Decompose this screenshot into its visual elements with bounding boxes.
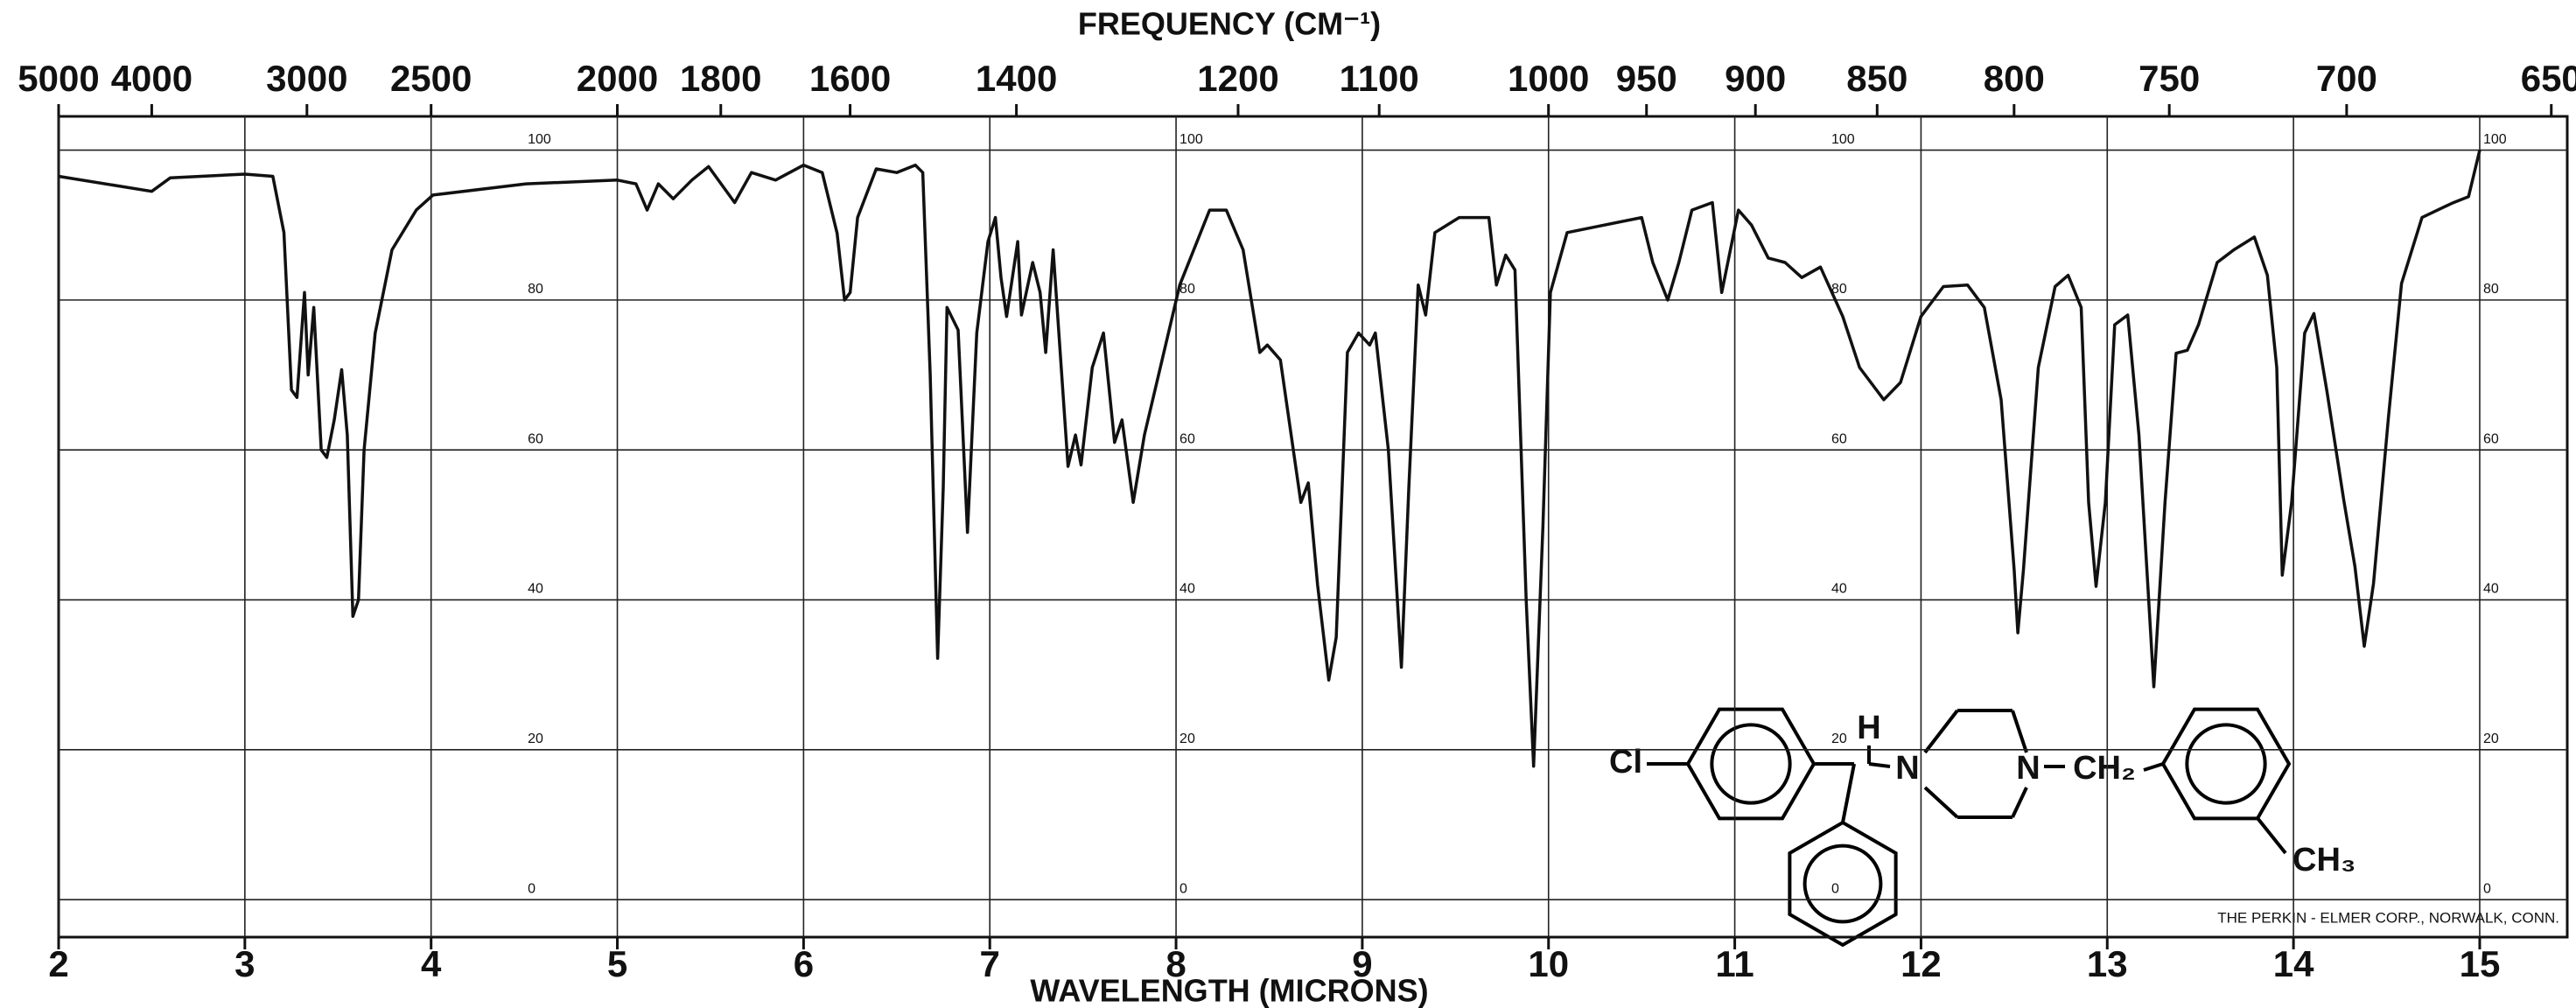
x2-tick-label: 900 <box>1725 58 1786 99</box>
x2-tick-label: 1800 <box>680 58 761 99</box>
y-tick-label: 20 <box>1831 732 1847 746</box>
x2-tick-label: 4000 <box>111 58 192 99</box>
x-tick-label: 14 <box>2273 943 2314 984</box>
atom-label: H <box>1857 710 1880 746</box>
x-tick-label: 9 <box>1352 943 1372 984</box>
atom-label: CH₂ <box>2073 750 2136 787</box>
x-tick-label: 3 <box>234 943 255 984</box>
x-axis-label: WAVELENGTH (MICRONS) <box>1030 973 1428 1008</box>
x2-tick-label: 950 <box>1616 58 1677 99</box>
x-tick-label: 2 <box>48 943 68 984</box>
y-tick-label: 0 <box>528 881 536 896</box>
ring-inner <box>1802 844 1883 924</box>
x-tick-label: 10 <box>1528 943 1569 984</box>
bond <box>2256 816 2287 855</box>
x-tick-label: 5 <box>607 943 627 984</box>
credit: THE PERKIN - ELMER CORP., NORWALK, CONN. <box>2217 909 2559 926</box>
ring-inner <box>2185 723 2267 805</box>
atom-label: N <box>2016 750 2040 787</box>
y-tick-label: 0 <box>2483 881 2491 896</box>
x2-tick-label: 650 <box>2521 58 2576 99</box>
y-tick-label: 0 <box>1831 881 1839 896</box>
y-tick-label: 60 <box>2483 431 2499 446</box>
x2-tick-label: 2000 <box>577 58 658 99</box>
x-tick-label: 13 <box>2087 943 2128 984</box>
y-tick-label: 0 <box>1180 881 1187 896</box>
x2-tick-label: 1400 <box>976 58 1057 99</box>
y-tick-label: 100 <box>1180 132 1203 147</box>
x-tick-label: 7 <box>980 943 1000 984</box>
x-tick-label: 6 <box>794 943 814 984</box>
y-tick-label: 80 <box>1831 282 1847 297</box>
y-tick-label: 100 <box>528 132 551 147</box>
ring <box>1788 820 1898 948</box>
y-tick-label: 20 <box>528 732 543 746</box>
y-tick-label: 40 <box>1180 582 1195 597</box>
x2-tick-label: 1000 <box>1508 58 1589 99</box>
bond <box>2011 710 2028 753</box>
x-tick-label: 8 <box>1166 943 1186 984</box>
x2-tick-label: 700 <box>2316 58 2377 99</box>
x2-tick-label: 850 <box>1846 58 1908 99</box>
x-tick-label: 11 <box>1715 943 1754 984</box>
bond <box>1868 762 1891 768</box>
y-tick-label: 40 <box>2483 582 2499 597</box>
x2-tick-label: 5000 <box>18 58 99 99</box>
bond <box>1841 763 1856 823</box>
x2-tick-label: 1600 <box>809 58 891 99</box>
x2-tick-label: 1200 <box>1197 58 1278 99</box>
x2-tick-label: 1100 <box>1340 58 1419 99</box>
y-tick-label: 100 <box>1831 132 1855 147</box>
y-tick-label: 40 <box>528 582 543 597</box>
y-tick-label: 80 <box>2483 282 2499 297</box>
ring-inner <box>1710 723 1792 805</box>
y-tick-label: 60 <box>528 431 543 446</box>
x2-tick-label: 2500 <box>390 58 472 99</box>
x2-tick-label: 750 <box>2138 58 2200 99</box>
y-tick-label: 40 <box>1831 582 1847 597</box>
y-tick-label: 20 <box>1180 732 1195 746</box>
atom-label: CH₃ <box>2292 842 2356 878</box>
bond <box>1923 786 1959 819</box>
y-tick-label: 20 <box>2483 732 2499 746</box>
chart-title: FREQUENCY (CM⁻¹) <box>1078 6 1381 42</box>
bond <box>2143 762 2164 772</box>
spectrum-line <box>58 150 2482 768</box>
atom-label: N <box>1895 750 1919 787</box>
x-tick-label: 15 <box>2460 943 2501 984</box>
x-tick-label: 12 <box>1900 943 1942 984</box>
y-tick-label: 60 <box>1180 431 1195 446</box>
x2-tick-label: 800 <box>1984 58 2045 99</box>
y-tick-label: 60 <box>1831 431 1847 446</box>
x2-tick-label: 3000 <box>266 58 347 99</box>
bond <box>2011 787 2028 818</box>
bond <box>1923 709 1959 754</box>
y-tick-label: 80 <box>528 282 543 297</box>
y-tick-label: 100 <box>2483 132 2507 147</box>
x-tick-label: 4 <box>421 943 442 984</box>
y-tick-label: 80 <box>1180 282 1195 297</box>
